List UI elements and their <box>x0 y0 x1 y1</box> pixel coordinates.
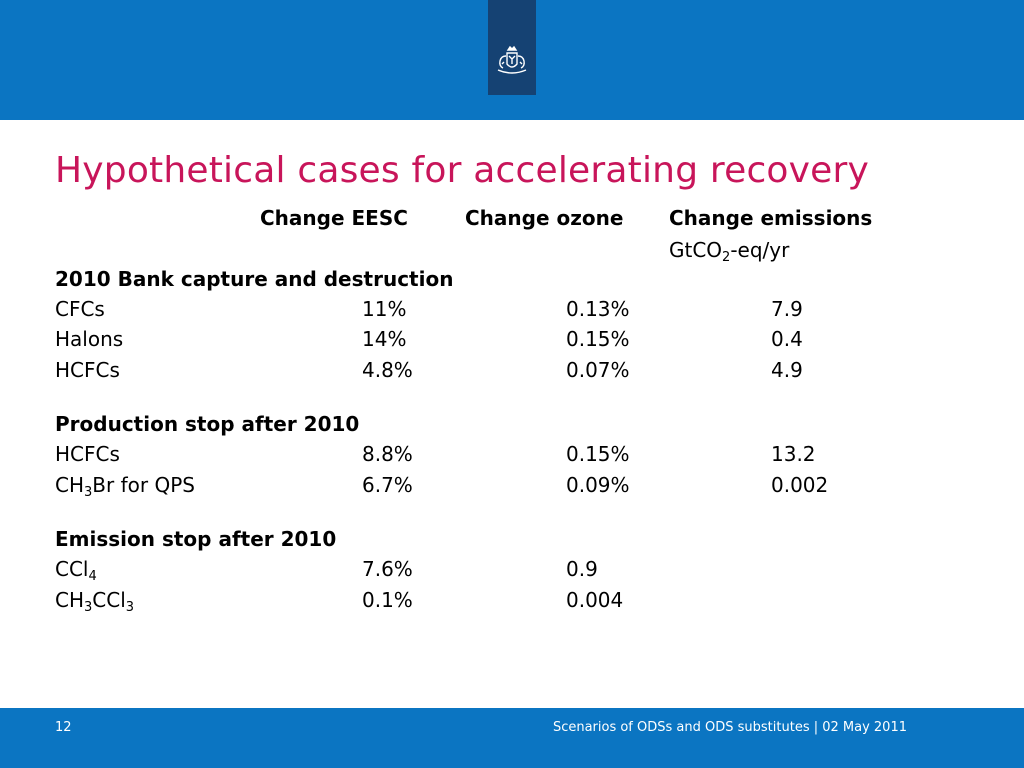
cell-emissions: 13.2 <box>771 442 816 466</box>
cell-ozone: 0.15% <box>566 327 630 351</box>
cell-ozone: 0.09% <box>566 473 630 497</box>
header-change-eesc: Change EESC <box>260 206 408 230</box>
footer-text: Scenarios of ODSs and ODS substitutes | … <box>552 720 907 735</box>
row-label: CH3CCl3 <box>55 588 135 615</box>
cell-emissions: 0.4 <box>771 327 803 351</box>
government-logo <box>488 0 536 95</box>
cell-emissions: 0.002 <box>771 473 829 497</box>
cell-ozone: 0.13% <box>566 297 630 321</box>
coat-of-arms-icon <box>497 45 527 74</box>
cell-eesc: 11% <box>362 297 407 321</box>
emissions-units: GtCO2-eq/yr <box>669 238 790 265</box>
cell-emissions: 4.9 <box>771 358 803 382</box>
page-number: 12 <box>55 720 72 735</box>
cell-ozone: 0.004 <box>566 588 624 612</box>
cell-emissions: 7.9 <box>771 297 803 321</box>
cell-eesc: 8.8% <box>362 442 413 466</box>
cell-eesc: 6.7% <box>362 473 413 497</box>
cell-eesc: 7.6% <box>362 557 413 581</box>
row-label: CCl4 <box>55 557 97 584</box>
row-label: CFCs <box>55 297 105 321</box>
slide-title: Hypothetical cases for accelerating reco… <box>55 150 870 191</box>
cell-eesc: 4.8% <box>362 358 413 382</box>
row-label: Halons <box>55 327 124 351</box>
section-heading-production-stop: Production stop after 2010 <box>55 412 360 436</box>
row-label: HCFCs <box>55 442 120 466</box>
cell-ozone: 0.07% <box>566 358 630 382</box>
header-change-ozone: Change ozone <box>465 206 624 230</box>
cell-ozone: 0.15% <box>566 442 630 466</box>
row-label: HCFCs <box>55 358 120 382</box>
cell-eesc: 0.1% <box>362 588 413 612</box>
cell-ozone: 0.9 <box>566 557 598 581</box>
cell-eesc: 14% <box>362 327 407 351</box>
header-bar <box>0 0 1024 120</box>
section-heading-bank-capture: 2010 Bank capture and destruction <box>55 267 454 291</box>
footer-bar: 12 Scenarios of ODSs and ODS substitutes… <box>0 708 1024 768</box>
row-label: CH3Br for QPS <box>55 473 195 500</box>
section-heading-emission-stop: Emission stop after 2010 <box>55 527 337 551</box>
header-change-emissions: Change emissions <box>669 206 873 230</box>
